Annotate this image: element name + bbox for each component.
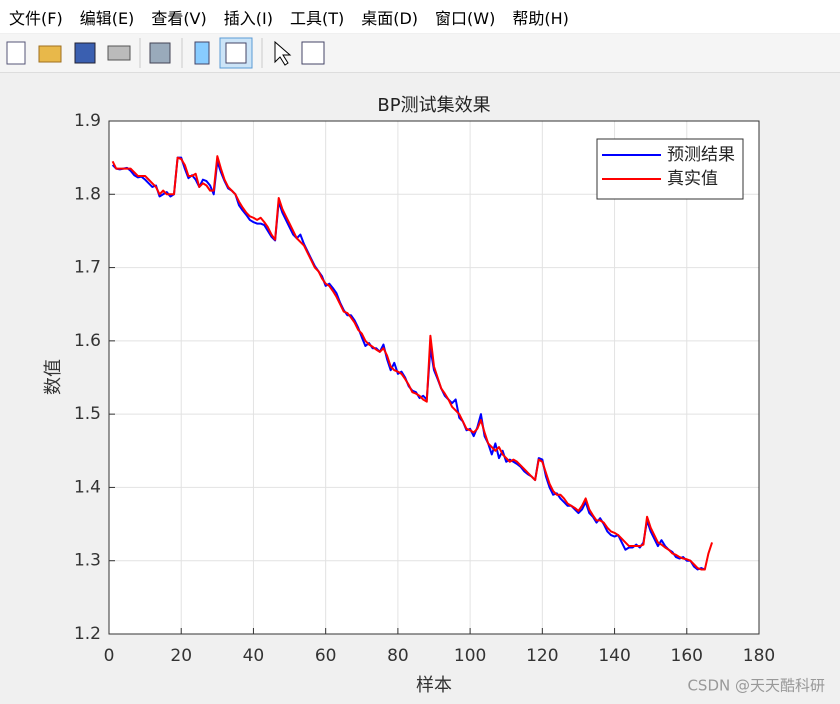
y-axis-label: 数值 xyxy=(43,359,64,395)
legend-label: 预测结果 xyxy=(667,145,735,165)
x-tick-label: 0 xyxy=(104,646,115,666)
y-tick-label: 1.7 xyxy=(74,258,101,278)
menu-item[interactable]: 桌面(D) xyxy=(361,8,419,28)
menu-item[interactable]: 窗口(W) xyxy=(435,8,496,28)
open-icon[interactable] xyxy=(38,45,62,63)
watermark: CSDN @天天酷科研 xyxy=(687,677,825,695)
legend-box xyxy=(596,138,744,200)
menu-item[interactable]: 插入(I) xyxy=(223,8,273,28)
menu-item[interactable]: 编辑(E) xyxy=(79,8,135,28)
toolbar xyxy=(0,34,840,73)
menu-item[interactable]: 查看(V) xyxy=(151,8,207,28)
y-tick-label: 1.9 xyxy=(74,111,101,131)
y-tick-label: 1.2 xyxy=(74,624,101,644)
x-tick-label: 120 xyxy=(526,646,558,666)
print-icon[interactable] xyxy=(107,45,131,61)
menu-item[interactable]: 帮助(H) xyxy=(512,8,569,28)
x-tick-label: 80 xyxy=(387,646,409,666)
y-tick-label: 1.8 xyxy=(74,184,101,204)
y-tick-label: 1.5 xyxy=(74,404,101,424)
colorbar-icon[interactable] xyxy=(194,41,210,65)
save-icon[interactable] xyxy=(74,42,96,64)
x-tick-label: 140 xyxy=(598,646,630,666)
x-tick-label: 40 xyxy=(243,646,265,666)
legend-label: 真实值 xyxy=(667,169,718,189)
export-icon[interactable] xyxy=(149,42,171,64)
pointer-icon[interactable] xyxy=(274,40,292,66)
new-icon[interactable] xyxy=(6,41,26,65)
x-tick-label: 100 xyxy=(454,646,486,666)
property-icon[interactable] xyxy=(301,41,325,65)
menu-bar: 文件(F) 编辑(E) 查看(V) 插入(I) 工具(T) 桌面(D) 窗口(W) 帮助(H) xyxy=(0,0,840,33)
x-tick-label: 20 xyxy=(170,646,192,666)
x-tick-label: 160 xyxy=(671,646,703,666)
x-axis-label: 样本 xyxy=(416,675,452,696)
y-tick-label: 1.3 xyxy=(74,551,101,571)
chart-title: BP测试集效果 xyxy=(377,95,490,116)
axes-box xyxy=(108,120,760,635)
x-tick-label: 60 xyxy=(315,646,337,666)
data-line xyxy=(111,155,714,571)
menu-item[interactable]: 文件(F) xyxy=(9,8,63,28)
legend-icon xyxy=(225,42,247,64)
y-tick-label: 1.4 xyxy=(74,477,101,497)
y-tick-label: 1.6 xyxy=(74,331,101,351)
x-tick-label: 180 xyxy=(743,646,775,666)
menu-item[interactable]: 工具(T) xyxy=(289,8,345,28)
plot-area xyxy=(109,121,759,634)
